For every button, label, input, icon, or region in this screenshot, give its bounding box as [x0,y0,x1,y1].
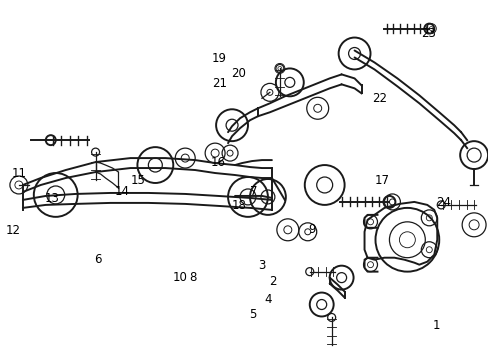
Text: 3: 3 [257,259,264,272]
Text: 13: 13 [44,192,60,205]
Text: 19: 19 [211,52,226,65]
Text: 9: 9 [307,223,315,236]
Text: 21: 21 [211,77,226,90]
Text: 6: 6 [93,253,101,266]
Text: 12: 12 [5,224,20,238]
Text: 15: 15 [131,174,145,187]
Text: 17: 17 [374,174,388,187]
Text: 24: 24 [435,196,450,209]
Text: 23: 23 [420,27,435,40]
Text: 18: 18 [231,199,245,212]
Text: 2: 2 [268,275,276,288]
Text: 4: 4 [264,293,271,306]
Text: 1: 1 [432,319,440,332]
Text: 20: 20 [231,67,245,80]
Text: 8: 8 [189,271,197,284]
Text: 5: 5 [249,308,256,321]
Text: 22: 22 [372,92,386,105]
Text: 10: 10 [172,271,187,284]
Text: 11: 11 [12,167,27,180]
Text: 7: 7 [249,185,257,198]
Text: 16: 16 [210,156,225,169]
Text: 14: 14 [114,185,129,198]
